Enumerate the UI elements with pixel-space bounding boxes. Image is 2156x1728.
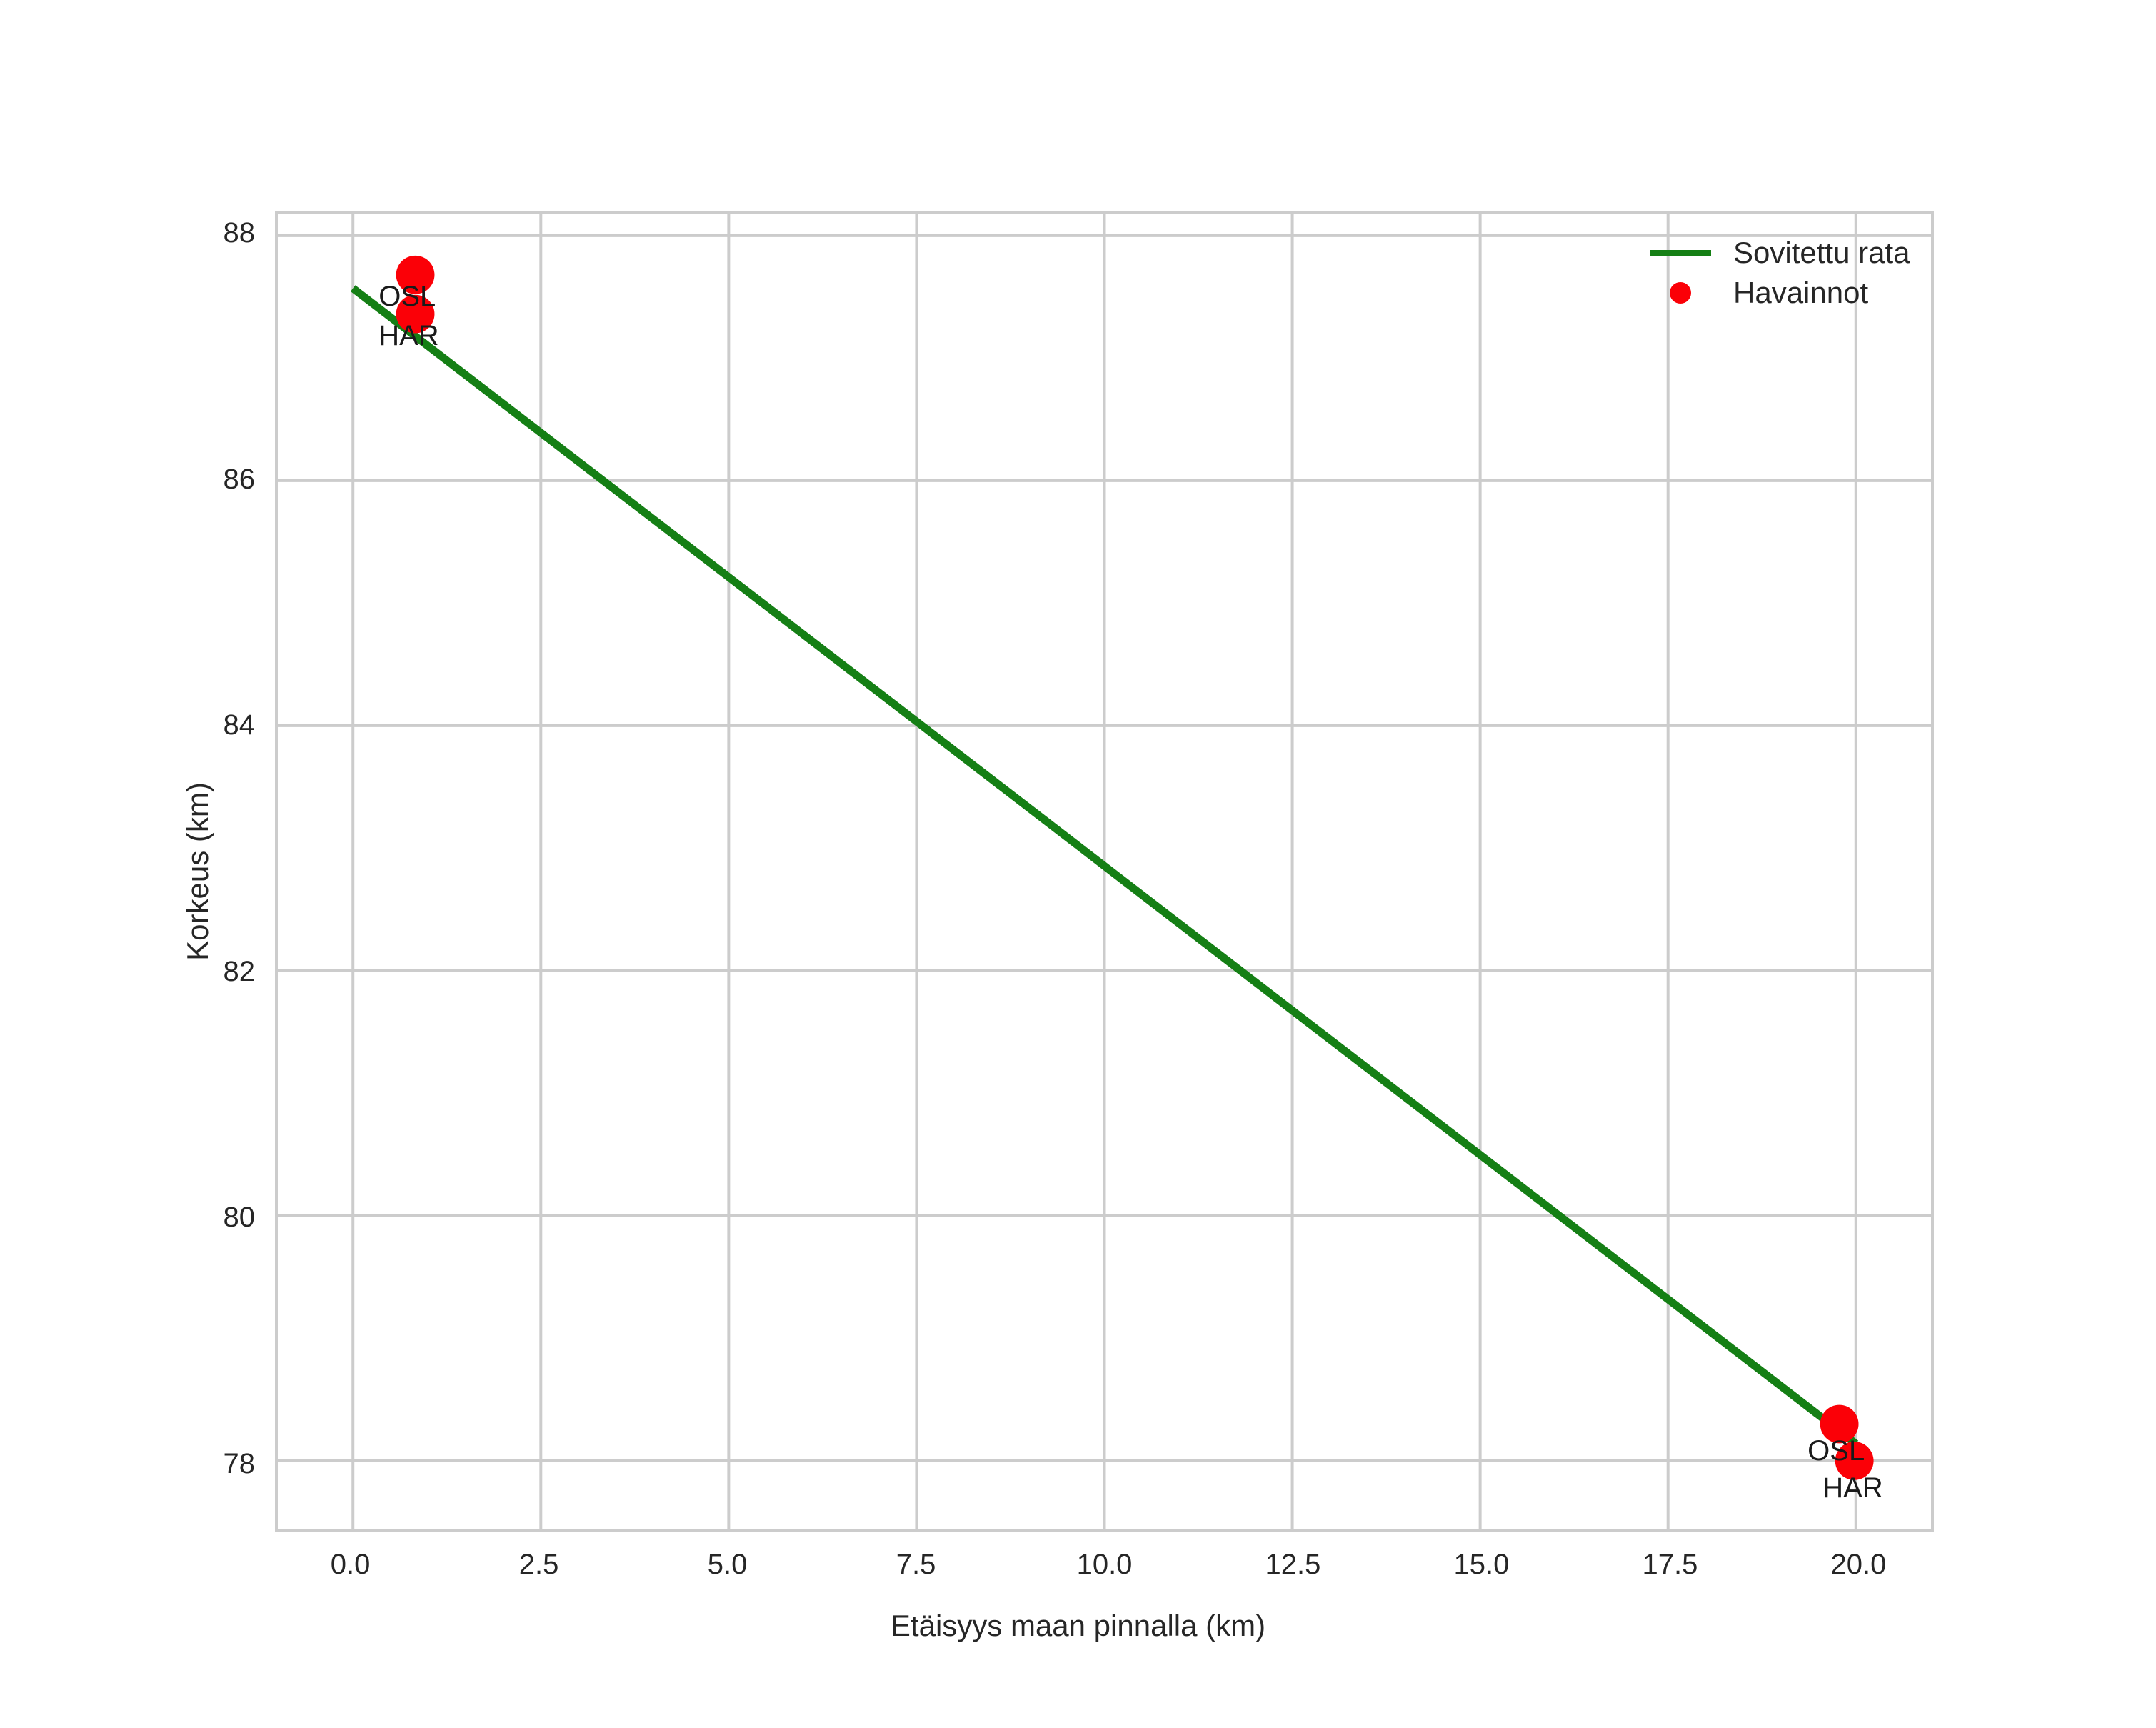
fit-line-icon: [1650, 249, 1711, 256]
y-tick-label: 78: [223, 1447, 256, 1479]
x-axis-label: Etäisyys maan pinnalla (km): [890, 1609, 1266, 1642]
gridlines: [278, 214, 1931, 1529]
observation-marker[interactable]: [1835, 1442, 1874, 1480]
y-tick-label: 88: [223, 217, 256, 249]
observation-dot-icon: [1670, 282, 1691, 304]
y-tick-label: 84: [223, 709, 256, 741]
y-tick-label: 80: [223, 1202, 256, 1234]
legend-dot-swatch: [1646, 282, 1715, 304]
y-tick-label: 86: [223, 463, 256, 495]
x-tick-label: 10.0: [1076, 1549, 1133, 1580]
legend: Sovitettu rata Havainnot: [1646, 233, 1925, 313]
x-tick-label: 15.0: [1453, 1549, 1510, 1580]
legend-label-observations: Havainnot: [1733, 276, 1869, 309]
y-axis-label: Korkeus (km): [181, 782, 214, 961]
observation-marker[interactable]: [396, 294, 435, 334]
x-tick-label: 17.5: [1642, 1549, 1698, 1580]
point-annotation-label: OSL: [378, 281, 436, 313]
x-tick-label: 5.0: [707, 1549, 748, 1580]
x-tick-label: 20.0: [1830, 1549, 1887, 1580]
fit-line-path: [350, 285, 1859, 1447]
x-tick-label: 2.5: [518, 1549, 559, 1580]
fit-line: [350, 285, 1859, 1447]
point-annotation-label: HAR: [378, 320, 439, 352]
legend-label-fit-line: Sovitettu rata: [1733, 236, 1910, 269]
legend-item-fit-line[interactable]: Sovitettu rata: [1646, 233, 1925, 273]
x-tick-label: 7.5: [896, 1549, 936, 1580]
observation-markers: [396, 255, 1874, 1480]
y-tick-label: 82: [223, 955, 256, 987]
point-annotation-label: HAR: [1822, 1472, 1883, 1504]
legend-item-observations[interactable]: Havainnot: [1646, 273, 1925, 313]
observation-marker[interactable]: [1820, 1404, 1859, 1444]
plot-svg: [278, 214, 1931, 1529]
x-tick-label: 0.0: [330, 1549, 371, 1580]
x-tick-label: 12.5: [1265, 1549, 1321, 1580]
plot-area: [275, 211, 1934, 1532]
observation-marker[interactable]: [396, 255, 435, 294]
point-annotation-label: OSL: [1807, 1434, 1865, 1467]
legend-line-swatch: [1646, 249, 1715, 256]
